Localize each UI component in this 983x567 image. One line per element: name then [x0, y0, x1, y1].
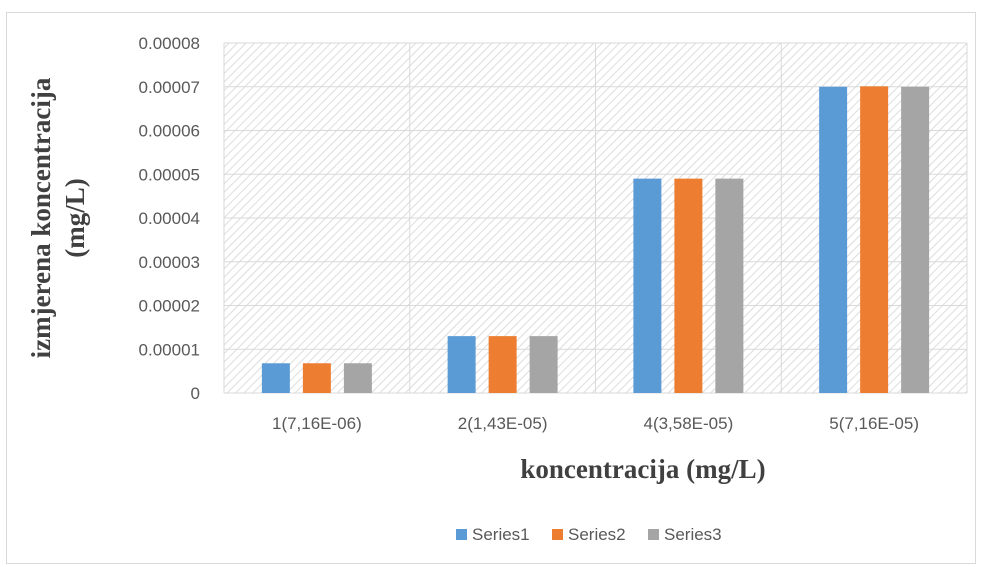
x-axis-title: koncentracija (mg/L) — [520, 454, 765, 484]
x-tick-label: 5(7,16E-05) — [829, 414, 919, 433]
y-tick-label: 0.00007 — [139, 78, 200, 97]
bar-series2-1 — [302, 363, 331, 393]
legend: Series1 Series2 Series3 — [456, 525, 722, 544]
bar-series3-3 — [715, 178, 744, 393]
x-tick-label: 4(3,58E-05) — [643, 414, 733, 433]
legend-swatch — [648, 529, 659, 540]
y-axis-title-line-1: izmjerena koncentracija — [26, 77, 56, 358]
y-tick-label: 0.00008 — [139, 34, 200, 53]
y-tick-label: 0.00005 — [139, 165, 200, 184]
bar-series1-1 — [261, 363, 290, 393]
y-tick-label: 0.00004 — [139, 209, 200, 228]
y-tick-label: 0 — [191, 384, 200, 403]
legend-swatch — [456, 529, 467, 540]
y-tick-label: 0.00003 — [139, 253, 200, 272]
bar-series1-3 — [633, 178, 662, 393]
y-axis-ticks: 0 0.00001 0.00002 0.00003 0.00004 0.00005 0.00… — [139, 34, 200, 403]
legend-label: Series3 — [664, 525, 722, 544]
legend-label: Series2 — [568, 525, 626, 544]
y-tick-label: 0.00002 — [139, 297, 200, 316]
bar-series2-3 — [674, 178, 703, 393]
y-axis-title-line-2: (mg/L) — [60, 178, 90, 257]
legend-label: Series1 — [472, 525, 530, 544]
x-tick-label: 1(7,16E-06) — [272, 414, 362, 433]
bar-series3-1 — [343, 363, 372, 393]
bar-series3-4 — [901, 86, 930, 393]
bars — [261, 86, 930, 393]
y-axis-title: izmjerena koncentracija (mg/L) — [26, 77, 90, 358]
bar-series1-4 — [819, 86, 848, 393]
y-tick-label: 0.00006 — [139, 122, 200, 141]
x-tick-label: 2(1,43E-05) — [458, 414, 548, 433]
bar-series2-2 — [488, 336, 517, 393]
y-tick-label: 0.00001 — [139, 340, 200, 359]
x-axis-ticks: 1(7,16E-06) 2(1,43E-05) 4(3,58E-05) 5(7,16E… — [272, 414, 919, 433]
bar-series2-4 — [860, 86, 889, 393]
legend-swatch — [552, 529, 563, 540]
bar-series3-2 — [529, 336, 558, 393]
bar-series1-2 — [447, 336, 476, 393]
